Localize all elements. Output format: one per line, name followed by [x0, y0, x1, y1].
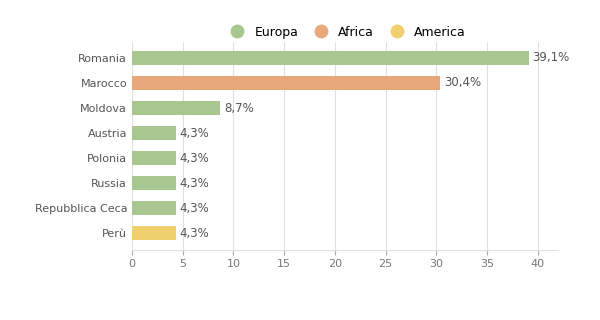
Text: 30,4%: 30,4% — [445, 76, 482, 90]
Text: 4,3%: 4,3% — [179, 177, 209, 190]
Text: 39,1%: 39,1% — [533, 52, 570, 64]
Bar — [132, 151, 176, 165]
Text: 4,3%: 4,3% — [179, 152, 209, 164]
Bar — [132, 76, 440, 90]
Text: 4,3%: 4,3% — [179, 227, 209, 240]
Text: 4,3%: 4,3% — [179, 127, 209, 140]
Text: 8,7%: 8,7% — [224, 101, 254, 115]
Bar — [132, 176, 176, 190]
Bar — [132, 51, 529, 65]
Bar — [132, 201, 176, 215]
Bar — [132, 226, 176, 240]
Legend: Europa, Africa, America: Europa, Africa, America — [219, 21, 471, 44]
Bar — [132, 101, 220, 115]
Bar — [132, 126, 176, 140]
Text: 4,3%: 4,3% — [179, 202, 209, 215]
